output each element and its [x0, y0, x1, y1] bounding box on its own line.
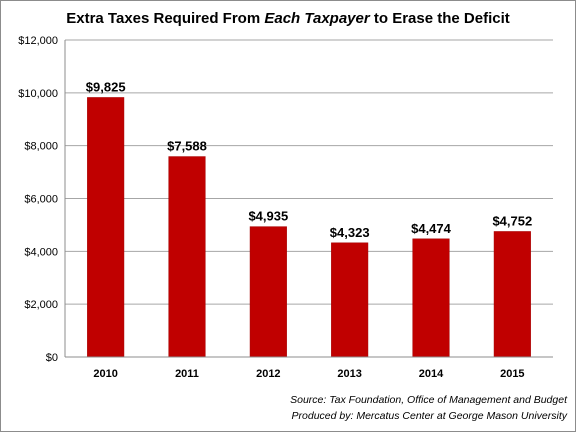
x-axis-tick-labels: 2010 2011 2012 2013 2014 2015 — [93, 368, 524, 380]
gridlines — [65, 39, 553, 305]
bars — [87, 97, 531, 358]
x-tick-label: 2013 — [337, 368, 361, 380]
y-tick-label: $2,000 — [24, 299, 58, 311]
y-tick-label: $4,000 — [24, 246, 58, 258]
chart-title-part2: to Erase the Deficit — [370, 10, 510, 27]
bar — [249, 226, 287, 358]
y-tick-label: $8,000 — [24, 141, 58, 153]
bar — [412, 238, 450, 358]
x-tick-label: 2012 — [256, 368, 280, 380]
data-labels: $9,825 $7,588 $4,935 $4,323 $4,474 $4,752 — [86, 79, 532, 239]
data-label: $4,474 — [411, 221, 452, 236]
data-label: $4,935 — [248, 209, 288, 224]
producer-line: Produced by: Mercatus Center at George M… — [292, 410, 568, 422]
x-tick-label: 2014 — [419, 368, 444, 380]
chart-title-part1: Extra Taxes Required From — [66, 10, 264, 27]
x-tick-label: 2011 — [175, 368, 199, 380]
data-label: $4,752 — [492, 213, 532, 228]
data-label: $9,825 — [86, 79, 126, 94]
y-axis-tick-labels: $0 $2,000 $4,000 $6,000 $8,000 $10,000 $12,000 — [18, 35, 58, 364]
chart-title-emphasis: Each Taxpayer — [264, 10, 370, 27]
y-tick-label: $12,000 — [18, 35, 58, 47]
data-label: $7,588 — [167, 139, 207, 154]
y-tick-label: $6,000 — [24, 194, 58, 206]
source-line: Source: Tax Foundation, Office of Manage… — [290, 394, 568, 406]
bar — [331, 242, 369, 358]
bar — [87, 97, 125, 358]
bar — [493, 231, 531, 358]
bar — [168, 156, 206, 358]
y-tick-label: $10,000 — [18, 88, 58, 100]
x-tick-label: 2010 — [93, 368, 117, 380]
data-label: $4,323 — [330, 225, 370, 240]
y-tick-label: $0 — [46, 352, 58, 364]
chart-title: Extra Taxes Required From Each Taxpayer … — [66, 10, 510, 27]
x-tick-label: 2015 — [500, 368, 524, 380]
